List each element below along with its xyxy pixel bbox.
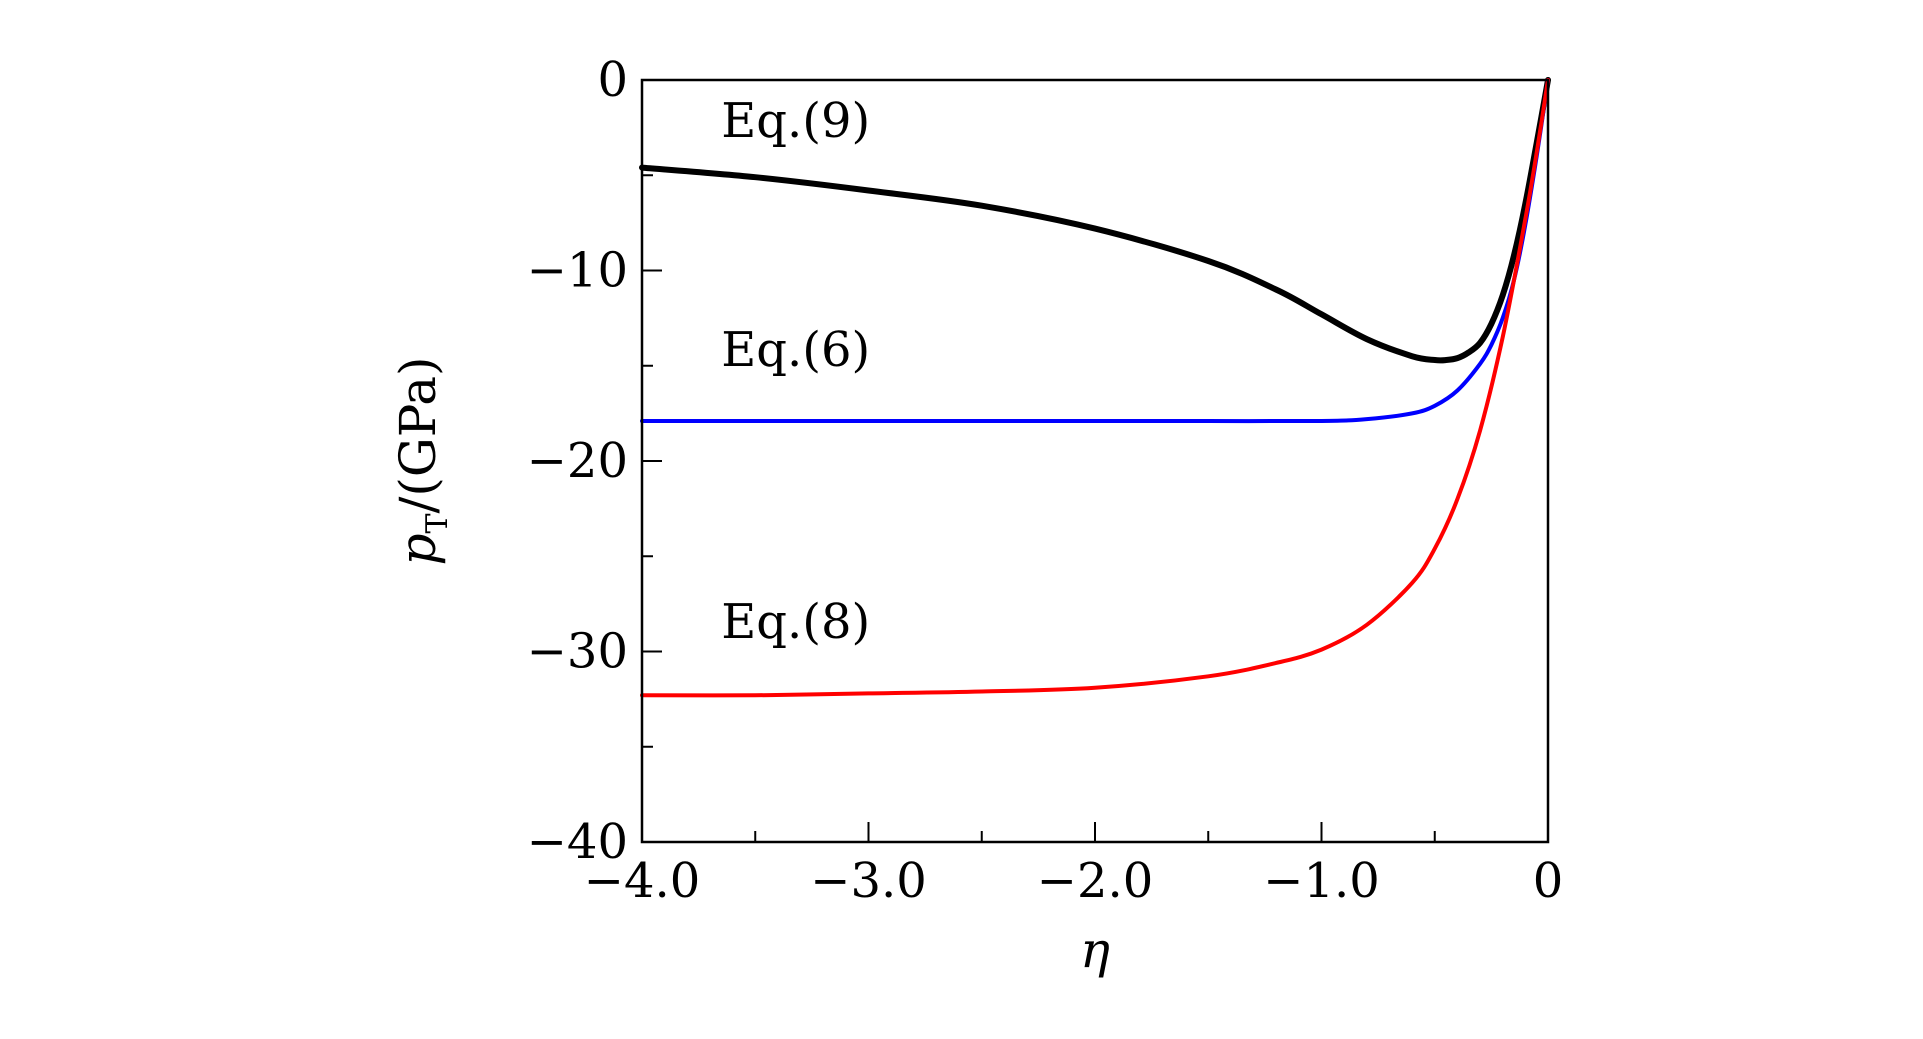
y-axis-subscript: T — [420, 513, 455, 533]
y-tick-label: −20 — [527, 433, 628, 489]
series-layer — [639, 77, 1551, 698]
y-tick-label: 0 — [597, 52, 628, 108]
labels-layer: −4.0 −3.0 −2.0 −1.0 0 0 −10 −20 −30 −40 Eq.(9) Eq.(… — [527, 52, 1564, 909]
y-tick-label: −10 — [527, 243, 628, 299]
ticks-layer — [641, 79, 1549, 843]
series-label-3: Eq.(8) — [721, 594, 870, 650]
y-axis-symbol: p — [389, 534, 447, 566]
x-tick-label: −2.0 — [1037, 853, 1154, 909]
series-line-1 — [639, 77, 1551, 364]
y-tick-label: −30 — [527, 624, 628, 680]
plot-frame — [640, 78, 1550, 844]
series-label-1: Eq.(9) — [721, 93, 870, 149]
x-axis-label: η — [1080, 921, 1110, 979]
x-tick-label: −3.0 — [810, 853, 927, 909]
y-axis-label: pT/(GPa) — [389, 356, 455, 565]
series-line-3 — [640, 78, 1550, 698]
y-tick-label: −40 — [527, 814, 628, 870]
series-label-2: Eq.(6) — [721, 322, 870, 378]
x-tick-label: −1.0 — [1263, 853, 1380, 909]
y-axis-unit: /(GPa) — [389, 356, 447, 513]
x-tick-label: −4.0 — [584, 853, 701, 909]
x-tick-label: 0 — [1533, 853, 1564, 909]
